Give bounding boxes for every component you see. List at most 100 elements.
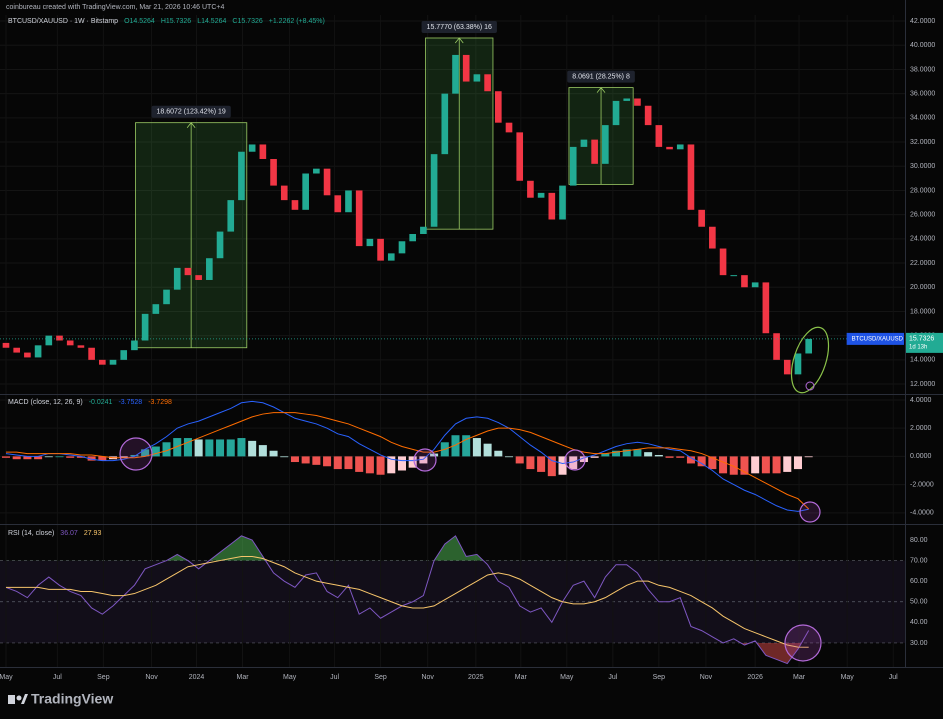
histogram-bar bbox=[248, 440, 257, 457]
x-tick-label: Nov bbox=[421, 674, 434, 681]
candle bbox=[676, 144, 684, 150]
candle bbox=[56, 335, 63, 341]
y-tick-label: 42.0000 bbox=[910, 18, 935, 25]
histogram-bar bbox=[205, 439, 214, 457]
candle bbox=[313, 168, 320, 174]
y-tick-label: 20.0000 bbox=[910, 284, 935, 291]
candle bbox=[537, 192, 545, 198]
candle bbox=[45, 335, 53, 346]
indicator-title: RSI (14, close) bbox=[8, 530, 54, 537]
y-tick-label: 80.00 bbox=[910, 537, 928, 544]
candle bbox=[259, 144, 267, 159]
y-tick-label: 4.0000 bbox=[910, 397, 932, 404]
y-tick-label: 24.0000 bbox=[910, 236, 935, 243]
brand-name: TradingView bbox=[31, 691, 113, 707]
x-tick-label: 2024 bbox=[189, 674, 205, 681]
price-tag-countdown: 1d 13h bbox=[909, 344, 927, 350]
ohlc-readout: O14.5264 bbox=[124, 18, 155, 25]
indicator-line bbox=[5, 555, 809, 648]
x-tick-label: Nov bbox=[145, 674, 158, 681]
histogram-bar bbox=[290, 456, 299, 463]
candle bbox=[77, 345, 85, 348]
highlight-circle bbox=[413, 448, 437, 472]
histogram-bar bbox=[644, 452, 653, 457]
measurement-label: 18.6072 (123.42%) 19 bbox=[157, 109, 226, 116]
ohlc-readout: +1.2262 (+8.45%) bbox=[269, 18, 325, 25]
histogram-bar bbox=[226, 439, 235, 457]
histogram-bar bbox=[515, 456, 524, 464]
y-tick-label: 38.0000 bbox=[910, 66, 935, 73]
measurement-arrowhead bbox=[454, 37, 464, 44]
candle bbox=[302, 173, 309, 210]
histogram-bar bbox=[601, 453, 610, 457]
indicator-line bbox=[5, 535, 810, 665]
histogram-bar bbox=[280, 456, 289, 458]
histogram-bar bbox=[654, 454, 663, 457]
y-tick-label: 60.00 bbox=[910, 578, 928, 585]
candle bbox=[430, 154, 438, 227]
candle bbox=[248, 144, 256, 152]
candle bbox=[805, 338, 812, 354]
candle bbox=[602, 125, 609, 164]
candle bbox=[88, 347, 95, 360]
candle bbox=[66, 340, 74, 346]
candle bbox=[569, 146, 577, 186]
histogram-bar bbox=[55, 456, 64, 458]
indicator-line bbox=[5, 412, 810, 510]
histogram-bar bbox=[344, 456, 353, 470]
highlight-ellipse bbox=[790, 326, 830, 394]
histogram-bar bbox=[579, 456, 588, 463]
candle bbox=[687, 144, 695, 210]
measurement-label-bg bbox=[421, 20, 497, 33]
candle bbox=[98, 359, 106, 365]
candle bbox=[227, 200, 235, 232]
y-tick-label: 34.0000 bbox=[910, 115, 935, 122]
x-tick-label: 2025 bbox=[468, 674, 484, 681]
ohlc-readout: L14.5264 bbox=[197, 18, 226, 25]
candle bbox=[141, 313, 149, 341]
candle bbox=[420, 226, 427, 235]
x-tick-label: 2026 bbox=[747, 674, 763, 681]
y-tick-label: 40.00 bbox=[910, 619, 928, 626]
y-tick-label: 0.0000 bbox=[910, 453, 932, 460]
y-tick-label: 30.00 bbox=[910, 640, 928, 647]
histogram-bar bbox=[430, 453, 439, 457]
candle bbox=[516, 132, 524, 181]
candle bbox=[441, 93, 449, 155]
candle bbox=[634, 98, 641, 106]
histogram-bar bbox=[462, 435, 471, 457]
histogram-bar bbox=[258, 445, 267, 457]
candle bbox=[591, 139, 598, 164]
x-tick-label: Jul bbox=[889, 674, 898, 681]
price-tag-name-bg bbox=[846, 332, 904, 345]
highlight-circle bbox=[119, 437, 153, 471]
y-tick-label: 28.0000 bbox=[910, 187, 935, 194]
candle bbox=[131, 340, 138, 351]
histogram-bar bbox=[34, 456, 43, 460]
indicator-readout: -0.0241 bbox=[89, 399, 113, 406]
candle bbox=[655, 125, 663, 147]
candle bbox=[751, 282, 759, 288]
candle bbox=[409, 234, 417, 242]
candle bbox=[612, 100, 620, 126]
x-tick-label: Jul bbox=[53, 674, 62, 681]
y-tick-label: 32.0000 bbox=[910, 139, 935, 146]
histogram-bar bbox=[761, 456, 770, 474]
candle bbox=[291, 200, 299, 210]
candle bbox=[280, 185, 288, 201]
candle bbox=[216, 231, 224, 259]
candle bbox=[730, 275, 738, 277]
measurement-label-bg bbox=[151, 105, 231, 118]
candle bbox=[355, 190, 363, 247]
histogram-bar bbox=[376, 456, 385, 475]
histogram-bar bbox=[590, 456, 599, 458]
histogram-bar bbox=[569, 456, 578, 470]
candle bbox=[387, 253, 395, 261]
y-tick-label: -4.0000 bbox=[910, 510, 934, 517]
candle bbox=[719, 248, 727, 276]
histogram-bar bbox=[333, 456, 342, 470]
histogram-bar bbox=[76, 456, 85, 458]
candle bbox=[173, 267, 181, 290]
histogram-bar bbox=[483, 443, 492, 457]
